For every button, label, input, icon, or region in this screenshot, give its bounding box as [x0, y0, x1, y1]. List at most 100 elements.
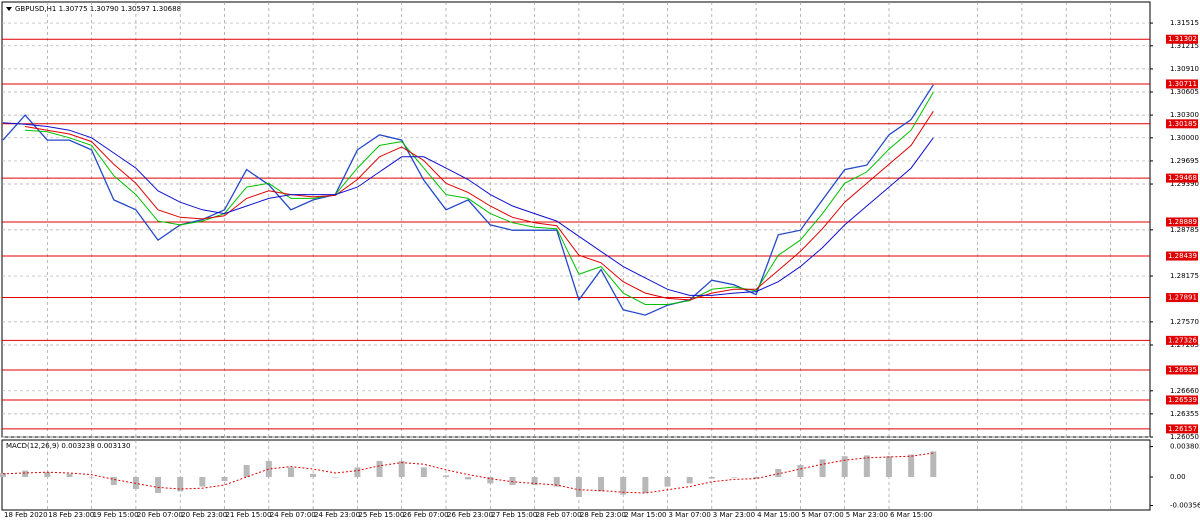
- macd-title: MACD(12,26,9) 0.003238 0.003130: [6, 442, 130, 450]
- x-tick-label: 2 Mar 15:00: [624, 511, 666, 519]
- y-tick-label: 1.30300: [1170, 111, 1199, 119]
- macd-bar: [930, 451, 937, 477]
- macd-bar: [332, 477, 339, 478]
- level-label-box: [1166, 251, 1198, 261]
- y-tick-label: 1.31215: [1170, 42, 1199, 50]
- x-tick-label: 5 Mar 23:00: [846, 511, 888, 519]
- price-panel: [1, 1, 1151, 438]
- x-tick-label: 27 Feb 15:00: [491, 511, 537, 519]
- macd-bar: [420, 467, 427, 477]
- x-tick-label: 5 Mar 07:00: [801, 511, 843, 519]
- x-tick-label: 25 Feb 15:00: [358, 511, 404, 519]
- macd-bar: [376, 461, 383, 477]
- macd-bar: [155, 477, 162, 493]
- macd-bar: [398, 461, 405, 477]
- y-tick-label: 1.27570: [1170, 318, 1199, 326]
- signal-line: [2, 452, 934, 494]
- macd-bar: [310, 473, 317, 477]
- level-label: 1.29468: [1168, 174, 1197, 182]
- macd-bar: [221, 477, 228, 481]
- x-tick-label: 21 Feb 15:00: [226, 511, 272, 519]
- macd-bar: [0, 473, 6, 477]
- level-label-box: [1166, 335, 1198, 345]
- macd-bar: [66, 473, 73, 477]
- ma-line: [2, 122, 934, 296]
- y-tick-label: 1.29390: [1170, 180, 1199, 188]
- level-label: 1.27891: [1168, 294, 1197, 302]
- level-label: 1.26157: [1168, 425, 1197, 433]
- macd-bar: [863, 455, 870, 477]
- macd-bar: [243, 465, 250, 477]
- macd-bar: [22, 470, 29, 477]
- macd-bar: [509, 477, 516, 485]
- y-tick-label: 1.28175: [1170, 272, 1199, 280]
- macd-bar: [886, 456, 892, 477]
- macd-bar: [708, 477, 715, 479]
- y-tick-label: 0.003803: [1170, 443, 1200, 451]
- ma-line: [25, 92, 934, 305]
- macd-bar: [664, 477, 671, 487]
- y-tick-label: 1.29695: [1170, 157, 1199, 165]
- x-tick-label: 3 Mar 23:00: [713, 511, 755, 519]
- macd-bar: [177, 477, 184, 492]
- macd-bar: [443, 475, 449, 477]
- y-tick-label: 1.26660: [1170, 387, 1199, 395]
- level-label: 1.28889: [1168, 218, 1197, 226]
- macd-bar: [287, 467, 294, 477]
- macd-bar: [598, 477, 605, 492]
- price-line: [2, 84, 934, 316]
- x-tick-label: 4 Mar 15:00: [757, 511, 799, 519]
- level-label: 1.27326: [1168, 336, 1197, 344]
- x-tick-label: 26 Feb 07:00: [403, 511, 449, 519]
- macd-bar: [686, 477, 693, 484]
- macd-bar: [775, 469, 782, 477]
- macd-bar: [265, 461, 272, 477]
- y-tick-label: 1.30910: [1170, 65, 1199, 73]
- level-label-box: [1166, 365, 1198, 375]
- ma-line: [25, 111, 934, 301]
- x-tick-label: 20 Feb 23:00: [181, 511, 227, 519]
- macd-bar: [730, 477, 737, 478]
- x-tick-label: 19 Feb 15:00: [93, 511, 139, 519]
- x-tick-label: 26 Feb 23:00: [447, 511, 493, 519]
- macd-bar: [44, 472, 51, 477]
- y-tick-label: 0.00: [1170, 473, 1186, 481]
- x-tick-label: 18 Feb 23:00: [48, 511, 94, 519]
- x-tick-label: 28 Feb 23:00: [580, 511, 626, 519]
- macd-bar: [642, 477, 649, 493]
- level-label-box: [1166, 79, 1198, 89]
- level-label-box: [1166, 119, 1198, 129]
- y-tick-label: 1.30000: [1170, 134, 1199, 142]
- y-tick-label: 1.26050: [1170, 433, 1199, 441]
- y-tick-label: -0.003563: [1170, 502, 1200, 510]
- level-label-box: [1166, 217, 1198, 227]
- macd-bar: [908, 454, 915, 477]
- macd-bar: [487, 477, 494, 484]
- x-tick-label: 18 Feb 2020: [4, 511, 48, 519]
- x-tick-label: 20 Feb 07:00: [137, 511, 183, 519]
- level-label: 1.28439: [1168, 252, 1197, 260]
- macd-bar: [531, 477, 538, 485]
- x-tick-label: 6 Mar 15:00: [890, 511, 932, 519]
- level-label-box: [1166, 173, 1198, 183]
- level-label-box: [1166, 293, 1198, 303]
- macd-bar: [841, 456, 848, 477]
- level-label: 1.26539: [1168, 396, 1197, 404]
- menu-triangle[interactable]: [6, 7, 12, 11]
- y-tick-label: 1.30605: [1170, 88, 1199, 96]
- macd-bar: [797, 465, 804, 477]
- y-tick-label: 1.27265: [1170, 341, 1199, 349]
- macd-bar: [110, 477, 117, 485]
- macd-bar: [465, 477, 472, 480]
- macd-bar: [620, 477, 627, 495]
- y-tick-label: 1.31515: [1170, 19, 1199, 27]
- level-label: 1.30185: [1168, 120, 1197, 128]
- macd-bar: [199, 477, 206, 487]
- macd-panel: [1, 439, 1151, 511]
- macd-bar: [753, 477, 760, 479]
- level-label-box: [1166, 424, 1198, 434]
- level-label: 1.31302: [1168, 35, 1197, 43]
- y-tick-label: 1.26355: [1170, 410, 1199, 418]
